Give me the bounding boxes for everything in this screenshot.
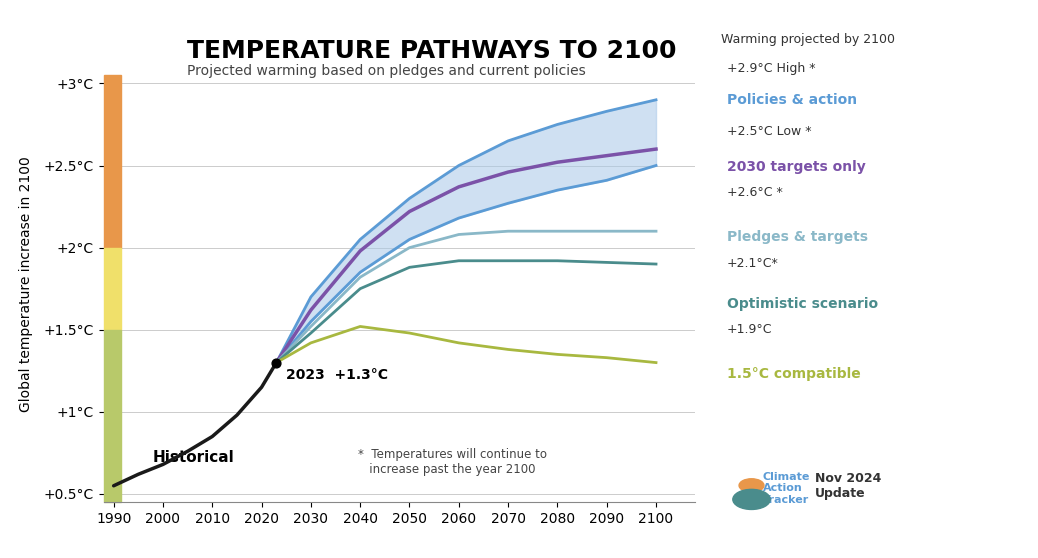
Bar <box>104 75 121 248</box>
Point <box>268 358 284 367</box>
Text: *  Temperatures will continue to
   increase past the year 2100: * Temperatures will continue to increase… <box>358 448 547 476</box>
Text: Warming projected by 2100: Warming projected by 2100 <box>721 33 896 46</box>
Text: Optimistic scenario: Optimistic scenario <box>727 297 878 311</box>
Text: +2.9°C High *: +2.9°C High * <box>727 61 815 75</box>
Text: +2.6°C *: +2.6°C * <box>727 186 783 199</box>
Text: +2.1°C*: +2.1°C* <box>727 257 778 270</box>
Bar <box>104 330 121 502</box>
Text: Climate
Action
Tracker: Climate Action Tracker <box>763 472 811 504</box>
Text: 1.5°C compatible: 1.5°C compatible <box>727 367 861 381</box>
Text: Nov 2024
Update: Nov 2024 Update <box>815 472 881 499</box>
Text: TEMPERATURE PATHWAYS TO 2100: TEMPERATURE PATHWAYS TO 2100 <box>187 39 677 63</box>
Text: +1.9°C: +1.9°C <box>727 323 772 336</box>
Text: Policies & action: Policies & action <box>727 93 856 108</box>
Text: Historical: Historical <box>153 450 235 465</box>
Text: Pledges & targets: Pledges & targets <box>727 230 868 244</box>
Y-axis label: Global temperature increase in 2100: Global temperature increase in 2100 <box>19 157 32 412</box>
Text: +2.5°C Low *: +2.5°C Low * <box>727 125 811 138</box>
Text: 2023  +1.3°C: 2023 +1.3°C <box>286 368 388 382</box>
Text: Projected warming based on pledges and current policies: Projected warming based on pledges and c… <box>187 64 585 78</box>
Text: 2030 targets only: 2030 targets only <box>727 160 866 175</box>
Bar <box>104 248 121 330</box>
